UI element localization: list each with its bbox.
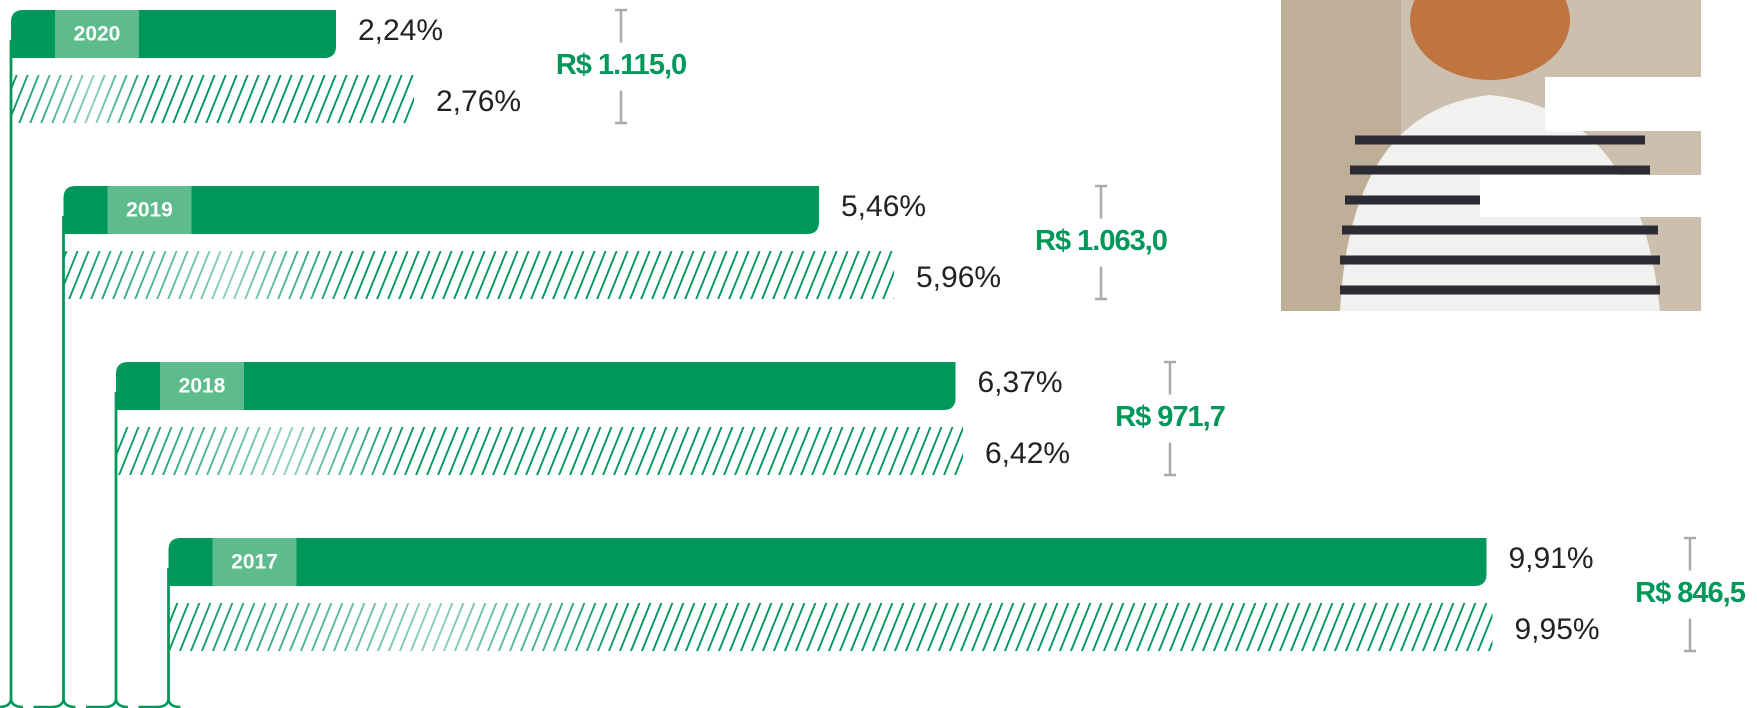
bar-fade: [169, 603, 1493, 651]
value-label: 2,24%: [358, 14, 443, 47]
photo: [1281, 0, 1701, 311]
total-label: R$ 1.115,0: [556, 49, 686, 81]
value-label: 9,95%: [1515, 613, 1600, 646]
total-label: R$ 846,5: [1635, 577, 1746, 609]
bar-fade: [64, 251, 895, 299]
year-label: 2019: [126, 199, 173, 222]
bar-fade: [11, 75, 414, 123]
value-label: 6,42%: [985, 437, 1070, 470]
connector: [11, 40, 23, 707]
year-label: 2018: [179, 375, 226, 398]
value-label: 9,91%: [1509, 542, 1594, 575]
year-label: 2017: [231, 551, 278, 574]
value-label: 5,46%: [841, 190, 926, 223]
connector: [34, 216, 64, 707]
value-label: 6,37%: [978, 366, 1063, 399]
bar-fade: [116, 427, 963, 475]
total-label: R$ 971,7: [1115, 401, 1225, 433]
connector: [86, 392, 116, 707]
value-label: 5,96%: [916, 261, 1001, 294]
year-label: 2020: [74, 23, 121, 46]
value-label: 2,76%: [436, 85, 521, 118]
connector: [139, 568, 169, 707]
connector: [0, 40, 11, 707]
total-label: R$ 1.063,0: [1035, 225, 1167, 257]
chart: 2020 2,24% 2,76% R$ 1.115,0 2019 5,46% 5,96% R$…: [0, 0, 1757, 708]
bar: [169, 538, 1487, 586]
